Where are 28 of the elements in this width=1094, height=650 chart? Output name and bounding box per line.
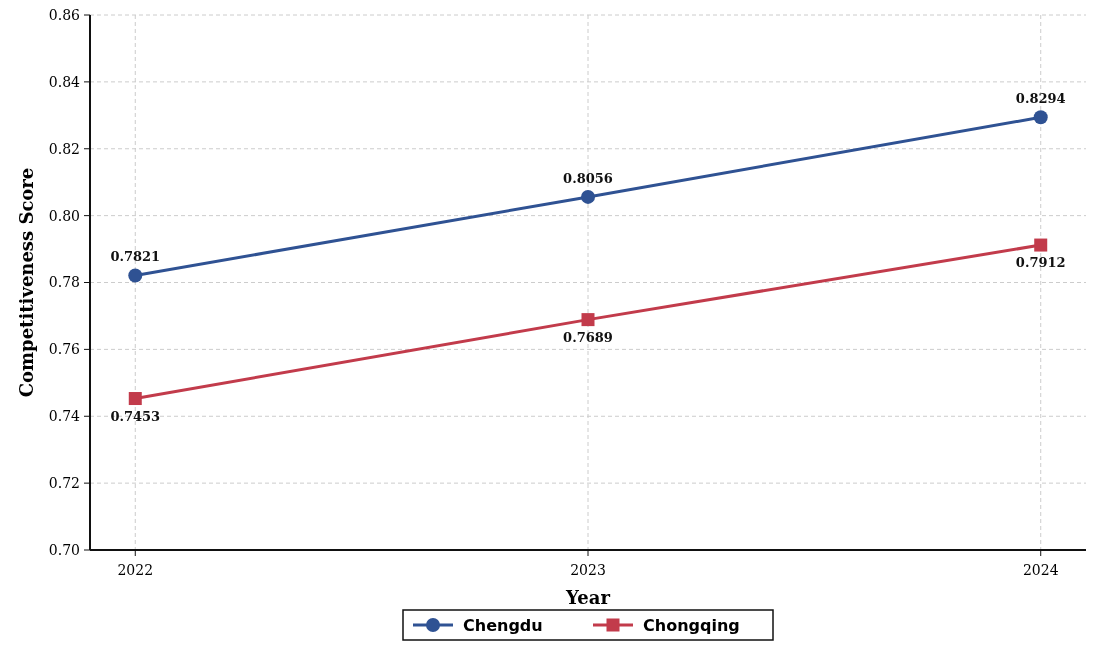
- data-label: 0.8056: [563, 170, 613, 186]
- y-axis-title: Competitiveness Score: [15, 167, 37, 398]
- x-tick-label: 2024: [1022, 562, 1059, 578]
- y-tick-label: 0.84: [48, 73, 81, 90]
- legend-label: Chongqing: [643, 615, 740, 635]
- y-tick-label: 0.78: [48, 274, 80, 291]
- data-label: 0.7689: [563, 329, 613, 345]
- x-axis-title: Year: [565, 587, 611, 608]
- point: [128, 268, 143, 283]
- point: [1034, 238, 1048, 252]
- y-tick-label: 0.70: [48, 541, 80, 558]
- x-tick-label: 2023: [570, 562, 606, 578]
- y-tick-label: 0.72: [48, 475, 80, 492]
- y-tick-label: 0.74: [48, 408, 81, 425]
- data-label: 0.7912: [1015, 255, 1066, 271]
- point: [581, 189, 595, 204]
- data-label: 0.8294: [1015, 91, 1066, 107]
- point: [128, 392, 142, 406]
- x-tick-label: 2022: [117, 562, 154, 578]
- point: [581, 313, 595, 327]
- y-tick-label: 0.76: [48, 341, 81, 358]
- legend-label: Chengdu: [463, 615, 543, 635]
- point: [1033, 110, 1048, 125]
- y-tick-label: 0.80: [48, 207, 80, 224]
- y-tick-label: 0.82: [48, 140, 80, 157]
- y-tick-label: 0.86: [48, 6, 81, 23]
- data-label: 0.7821: [110, 249, 161, 265]
- data-label: 0.7453: [110, 408, 161, 424]
